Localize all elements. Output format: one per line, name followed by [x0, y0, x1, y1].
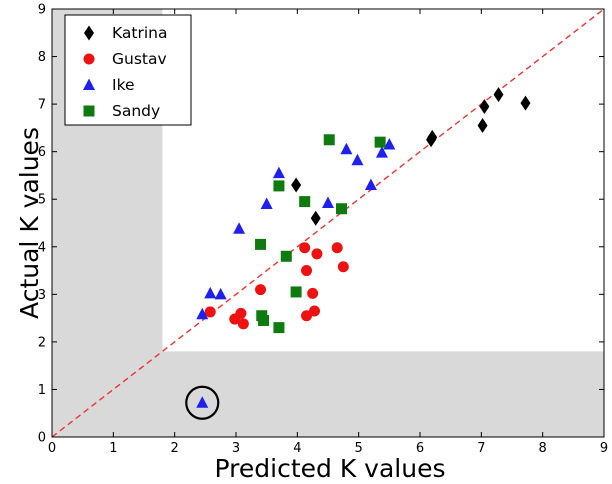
data-point-gustav	[255, 284, 267, 296]
x-tick-label: 3	[232, 441, 240, 456]
legend-marker-sandy	[83, 105, 95, 117]
data-point-sandy	[273, 180, 285, 192]
data-point-gustav	[337, 261, 349, 273]
legend: Katrina Gustav Ike Sandy	[64, 14, 192, 126]
x-tick-label: 4	[293, 441, 301, 456]
outlier-highlight-circle	[185, 385, 220, 420]
legend-marker-gustav	[83, 53, 95, 65]
y-tick-label: 8	[38, 50, 46, 65]
data-point-gustav	[307, 287, 319, 299]
data-point-ike	[196, 307, 209, 320]
legend-marker-ike	[83, 78, 95, 90]
data-point-ike	[214, 287, 227, 300]
data-points-layer	[196, 87, 531, 408]
data-point-sandy	[323, 134, 335, 146]
data-point-ike	[340, 142, 353, 155]
data-point-sandy	[299, 196, 311, 208]
legend-label-sandy: Sandy	[112, 102, 160, 120]
x-tick-label: 9	[600, 441, 608, 456]
data-point-ike	[322, 196, 334, 209]
data-point-gustav	[311, 248, 323, 260]
legend-markers	[83, 25, 95, 117]
legend-marker-katrina	[84, 25, 94, 41]
highlight-layer	[185, 385, 220, 420]
data-point-sandy	[258, 314, 270, 326]
data-point-sandy	[255, 238, 267, 250]
shaded-region-1	[52, 351, 604, 437]
data-point-sandy	[335, 203, 347, 215]
data-point-gustav	[301, 310, 313, 322]
legend-label-katrina: Katrina	[112, 24, 167, 42]
data-point-gustav	[331, 242, 343, 254]
data-point-katrina	[493, 87, 504, 103]
x-tick-label: 2	[171, 441, 179, 456]
data-point-katrina	[520, 95, 531, 111]
y-tick-label: 1	[38, 383, 46, 398]
data-point-ike	[260, 197, 273, 209]
data-point-ike	[233, 222, 246, 234]
data-point-gustav	[299, 242, 311, 254]
legend-label-ike: Ike	[112, 76, 135, 94]
data-point-ike	[375, 146, 388, 158]
data-point-sandy	[374, 136, 386, 148]
y-tick-label: 3	[38, 288, 46, 303]
y-axis-title: Actual K values	[15, 127, 44, 319]
reference-line-layer	[51, 8, 605, 438]
y-tick-label: 5	[38, 193, 46, 208]
legend-label-gustav: Gustav	[112, 50, 167, 68]
data-point-sandy	[290, 286, 302, 298]
y-tick-label: 0	[38, 431, 46, 446]
x-tick-label: 0	[48, 441, 56, 456]
data-point-gustav	[204, 306, 216, 318]
data-point-gustav	[235, 307, 247, 319]
y-tick-label: 7	[38, 98, 46, 113]
data-point-katrina	[477, 118, 488, 134]
y-tick-label: 6	[38, 145, 46, 160]
data-point-ike	[196, 396, 209, 408]
x-axis-title: Predicted K values	[215, 454, 446, 483]
data-point-gustav	[309, 305, 321, 317]
data-point-ike	[383, 138, 396, 150]
x-tick-label: 8	[539, 441, 547, 456]
y-tick-label: 9	[38, 3, 46, 18]
x-tick-label: 1	[109, 441, 117, 456]
y-tick-label: 4	[38, 240, 46, 255]
data-point-ike	[364, 178, 377, 190]
y-tick-label: 2	[38, 335, 46, 350]
reference-line	[51, 8, 605, 438]
data-point-katrina	[427, 129, 438, 145]
x-tick-label: 5	[355, 441, 363, 456]
data-point-katrina	[310, 210, 321, 226]
data-point-ike	[351, 153, 364, 166]
data-point-sandy	[273, 322, 285, 334]
data-point-gustav	[237, 318, 249, 330]
data-point-ike	[272, 166, 285, 179]
data-point-sandy	[280, 250, 292, 262]
data-point-katrina	[291, 177, 302, 193]
x-tick-label: 6	[416, 441, 424, 456]
plot-frame	[51, 8, 605, 438]
data-point-katrina	[479, 98, 490, 114]
axis-ticks: 0 1 2 3 4 5 6 7 8 9 0 1 2 3 4 5 6 7 8 9	[38, 3, 608, 457]
data-point-ike	[204, 286, 217, 299]
data-point-gustav	[301, 265, 313, 277]
x-tick-label: 7	[477, 441, 485, 456]
